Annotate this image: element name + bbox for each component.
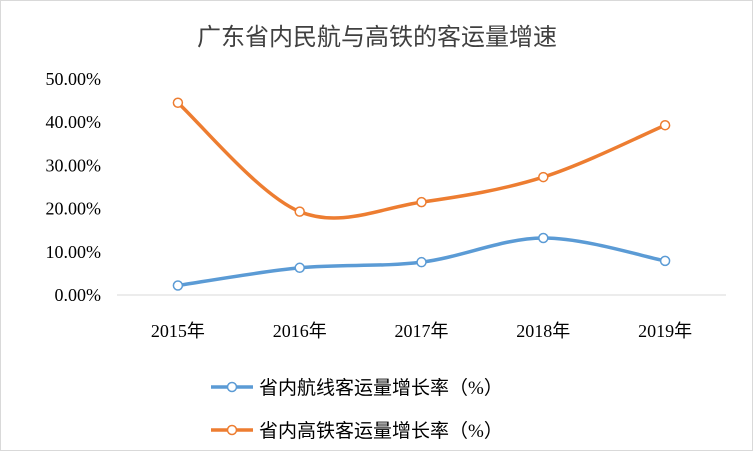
data-point	[294, 206, 305, 217]
y-tick-label: 10.00%	[46, 242, 102, 262]
y-tick-label: 50.00%	[46, 69, 102, 89]
series-points	[172, 97, 671, 291]
x-tick-label: 2015年	[151, 321, 205, 341]
data-point	[172, 280, 184, 291]
x-tick-label: 2016年	[273, 321, 327, 341]
x-axis-tick-labels: 2015年 2016年 2017年 2018年 2019年	[151, 321, 692, 341]
y-tick-label: 30.00%	[46, 155, 102, 175]
legend-swatch-marker	[226, 424, 238, 436]
x-tick-label: 2018年	[516, 321, 570, 341]
y-tick-label: 20.00%	[46, 199, 102, 219]
data-point	[538, 171, 549, 183]
chart-title: 广东省内民航与高铁的客运量增速	[197, 24, 557, 51]
legend: 省内航线客运量增长率（%） 省内高铁客运量增长率（%）	[211, 377, 503, 442]
legend-label: 省内高铁客运量增长率（%）	[259, 420, 503, 442]
legend-label: 省内航线客运量增长率（%）	[259, 377, 503, 399]
y-tick-label: 40.00%	[46, 112, 102, 132]
data-point	[659, 119, 671, 131]
x-tick-label: 2019年	[638, 321, 692, 341]
data-point	[659, 255, 671, 267]
data-point	[172, 97, 184, 109]
y-tick-label: 0.00%	[55, 285, 102, 305]
x-tick-label: 2017年	[395, 321, 449, 341]
legend-swatch-marker	[226, 381, 238, 393]
data-point	[294, 262, 305, 274]
data-point	[416, 256, 427, 268]
data-point	[538, 232, 549, 244]
data-point	[416, 196, 427, 208]
y-axis-tick-labels: 0.00% 10.00% 20.00% 30.00% 40.00% 50.00%	[46, 69, 102, 305]
